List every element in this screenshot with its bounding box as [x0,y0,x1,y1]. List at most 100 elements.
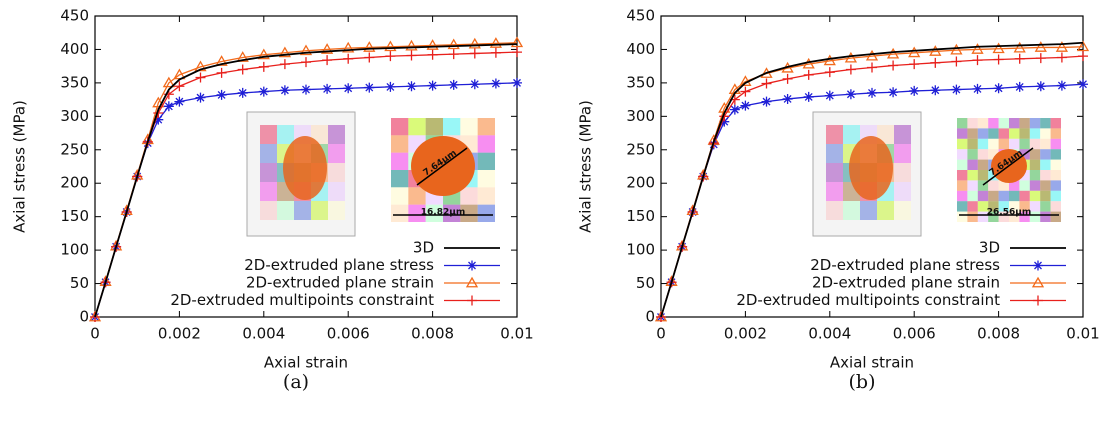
grain [1029,118,1041,129]
marker [824,90,835,101]
marker [195,72,206,83]
grain [957,211,968,222]
grain [894,125,911,144]
marker [427,80,438,91]
grain [1040,149,1051,160]
y-tick-label: 0 [645,308,655,326]
grain [1050,201,1061,212]
grain [967,211,978,222]
grain [1040,159,1051,170]
marker [1076,40,1090,52]
marker [405,39,418,51]
grain [391,135,409,153]
x-axis-label: Axial strain [830,354,914,372]
marker [1035,53,1046,64]
grain [328,201,345,220]
grain [477,118,495,136]
marker [1056,80,1067,91]
plot-frame [94,15,518,318]
marker [385,81,396,92]
marker [951,56,962,67]
grain [977,211,989,222]
grain [1029,138,1041,150]
inset-images [246,111,495,237]
y-axis-label: Axial stress (MPa) [577,100,595,233]
grain [957,159,968,170]
marker [342,41,355,53]
grain [1029,149,1041,160]
legend-marker [1033,295,1043,306]
legend-marker [467,295,477,306]
marker [803,91,814,102]
grain [957,170,968,181]
marker [279,59,290,70]
x-tick-label: 0.006 [893,325,936,343]
marker [740,86,751,97]
grain [391,204,409,222]
marker [343,83,354,94]
grain [967,180,978,191]
grain [988,170,999,181]
x-tick-label: 0.002 [724,325,767,343]
marker [845,64,856,75]
grain [425,118,443,136]
marker [512,77,522,88]
grain [967,118,978,129]
legend-label: 2D-extruded plane strain [812,274,1000,292]
grain [998,138,1009,150]
grain [443,204,461,222]
marker [761,78,772,89]
grain [977,201,989,212]
marker [888,60,899,71]
grain [1029,180,1041,191]
x-tick-label: 0.01 [500,325,533,343]
marker [426,39,439,50]
grain [460,118,478,136]
grain [311,125,328,144]
grain [391,152,409,170]
y-tick-label: 300 [626,107,655,125]
grain [894,163,911,182]
marker [888,87,899,98]
marker [740,100,751,111]
marker [469,48,480,59]
inset-images [812,111,1061,237]
grain [843,201,860,220]
grain [1009,118,1020,129]
inset-label: 26.56µm [987,208,1031,218]
grain [826,125,843,144]
grain [826,182,843,201]
grain [988,180,999,191]
y-tick-label: 450 [60,7,89,25]
y-tick-label: 350 [60,73,89,91]
grain [1050,138,1061,150]
grain [957,138,968,150]
grain [477,152,495,170]
y-tick-label: 50 [70,274,89,292]
grain [1009,128,1020,139]
grain [1019,201,1030,212]
grain [988,128,999,139]
marker [163,101,174,112]
marker [951,84,962,95]
y-tick-label: 350 [626,73,655,91]
marker [512,47,522,58]
marker [153,114,164,125]
grain [1050,170,1061,181]
grain [957,149,968,160]
grain [1050,149,1061,160]
grain [408,204,426,222]
grain [988,190,999,202]
marker [385,51,396,62]
grain [391,118,409,136]
y-tick-label: 200 [60,174,89,192]
grain [826,163,843,182]
grain [977,118,989,129]
marker [886,47,900,59]
grain [477,187,495,205]
grain [277,125,294,144]
y-tick-label: 250 [60,140,89,158]
grain [1019,138,1030,150]
grain [443,118,461,136]
